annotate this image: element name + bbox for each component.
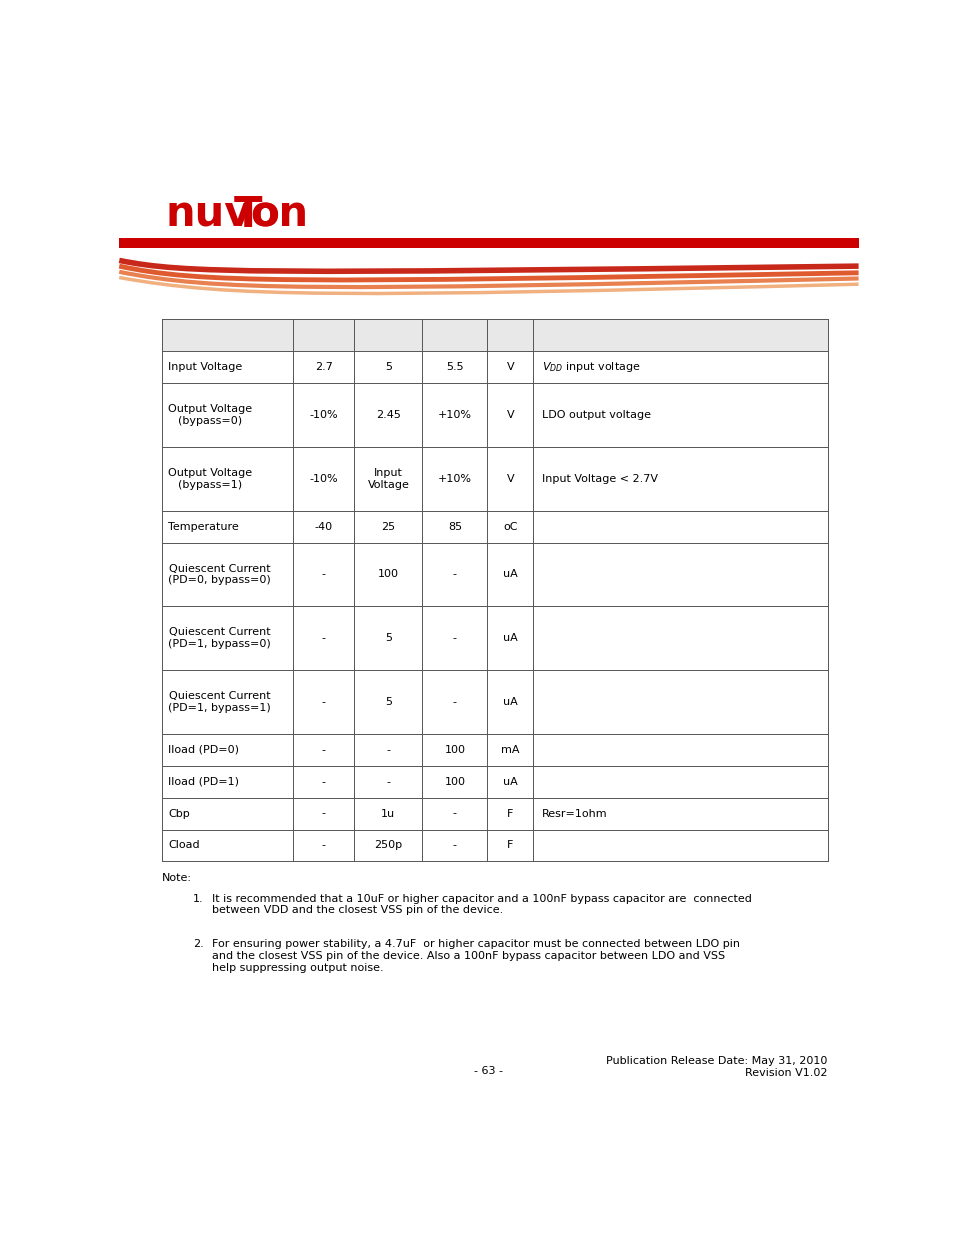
Text: -: -: [386, 745, 390, 755]
Text: -: -: [453, 697, 456, 706]
Text: F: F: [507, 809, 513, 819]
Text: Output Voltage
(bypass=0): Output Voltage (bypass=0): [168, 404, 252, 426]
Text: $V_{DD}$ input voltage: $V_{DD}$ input voltage: [541, 361, 640, 374]
Text: 2.: 2.: [193, 940, 204, 950]
Text: Input Voltage: Input Voltage: [168, 362, 242, 372]
Text: Cbp: Cbp: [168, 809, 190, 819]
Text: uA: uA: [502, 569, 517, 579]
Bar: [162, 320, 826, 351]
Text: - 63 -: - 63 -: [474, 1066, 503, 1076]
Text: nuvo: nuvo: [165, 194, 279, 236]
Text: Iload (PD=0): Iload (PD=0): [168, 745, 239, 755]
Text: V: V: [506, 410, 514, 420]
Text: 5: 5: [384, 362, 392, 372]
Text: V: V: [506, 362, 514, 372]
Text: F: F: [507, 841, 513, 851]
Text: -10%: -10%: [309, 474, 337, 484]
Text: 1u: 1u: [381, 809, 395, 819]
Text: 2.7: 2.7: [314, 362, 333, 372]
Text: mA: mA: [500, 745, 519, 755]
Text: on: on: [250, 194, 308, 236]
Text: 100: 100: [377, 569, 398, 579]
Text: -: -: [321, 634, 325, 643]
Text: +10%: +10%: [437, 474, 472, 484]
Text: 5: 5: [384, 634, 392, 643]
Text: -40: -40: [314, 521, 333, 531]
Text: Note:: Note:: [162, 873, 192, 883]
Text: For ensuring power stability, a 4.7uF  or higher capacitor must be connected bet: For ensuring power stability, a 4.7uF or…: [213, 940, 740, 973]
Text: It is recommended that a 10uF or higher capacitor and a 100nF bypass capacitor a: It is recommended that a 10uF or higher …: [213, 894, 752, 915]
Text: -: -: [321, 777, 325, 787]
Text: 100: 100: [444, 745, 465, 755]
Text: Quiescent Current
(PD=1, bypass=0): Quiescent Current (PD=1, bypass=0): [168, 627, 271, 650]
Text: 100: 100: [444, 777, 465, 787]
Text: -: -: [453, 569, 456, 579]
Text: Quiescent Current
(PD=1, bypass=1): Quiescent Current (PD=1, bypass=1): [168, 692, 271, 713]
Text: -: -: [321, 841, 325, 851]
Text: uA: uA: [502, 634, 517, 643]
Text: Quiescent Current
(PD=0, bypass=0): Quiescent Current (PD=0, bypass=0): [168, 563, 271, 585]
Text: Cload: Cload: [168, 841, 199, 851]
Text: -: -: [453, 634, 456, 643]
Text: uA: uA: [502, 697, 517, 706]
Text: Input Voltage < 2.7V: Input Voltage < 2.7V: [541, 474, 658, 484]
Bar: [119, 237, 858, 248]
Text: Iload (PD=1): Iload (PD=1): [168, 777, 239, 787]
Text: 5: 5: [384, 697, 392, 706]
Text: -: -: [386, 777, 390, 787]
Text: -: -: [321, 745, 325, 755]
Text: 250p: 250p: [374, 841, 402, 851]
Text: 2.45: 2.45: [375, 410, 400, 420]
Text: -: -: [321, 569, 325, 579]
Text: Input
Voltage: Input Voltage: [367, 468, 409, 489]
Text: +10%: +10%: [437, 410, 472, 420]
Text: 5.5: 5.5: [446, 362, 463, 372]
Text: -10%: -10%: [309, 410, 337, 420]
Text: -: -: [321, 809, 325, 819]
Text: 1.: 1.: [193, 894, 204, 904]
Text: Temperature: Temperature: [168, 521, 238, 531]
Text: Publication Release Date: May 31, 2010: Publication Release Date: May 31, 2010: [605, 1056, 826, 1066]
Text: -: -: [453, 809, 456, 819]
Text: 85: 85: [447, 521, 461, 531]
Text: V: V: [506, 474, 514, 484]
Text: -: -: [453, 841, 456, 851]
Text: Revision V1.02: Revision V1.02: [744, 1068, 826, 1078]
Text: Output Voltage
(bypass=1): Output Voltage (bypass=1): [168, 468, 252, 489]
Text: oC: oC: [502, 521, 517, 531]
Text: uA: uA: [502, 777, 517, 787]
Text: 25: 25: [381, 521, 395, 531]
Text: Resr=1ohm: Resr=1ohm: [541, 809, 607, 819]
Text: -: -: [321, 697, 325, 706]
Text: LDO output voltage: LDO output voltage: [541, 410, 651, 420]
Text: T: T: [233, 194, 262, 236]
